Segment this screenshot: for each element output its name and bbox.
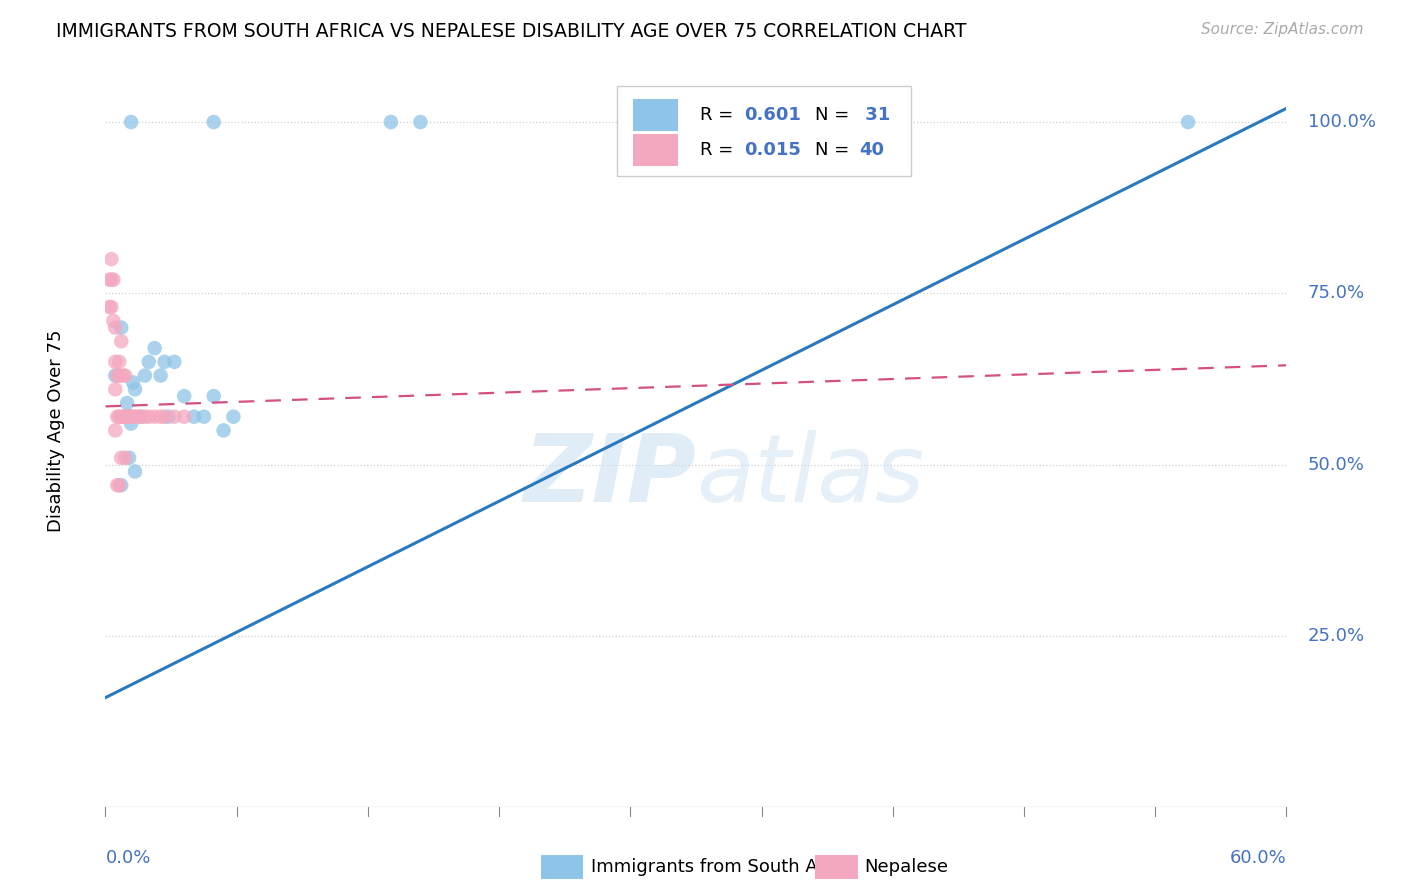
Point <box>105 409 128 424</box>
Point <box>138 355 160 369</box>
Text: 0.601: 0.601 <box>744 106 801 124</box>
Point <box>103 273 125 287</box>
Text: atlas: atlas <box>696 430 924 521</box>
Point <box>173 409 195 424</box>
Point <box>105 368 128 383</box>
FancyBboxPatch shape <box>617 86 911 176</box>
Text: 60.0%: 60.0% <box>1230 848 1286 867</box>
Point <box>149 409 172 424</box>
Point <box>183 409 205 424</box>
Point <box>143 409 166 424</box>
Point <box>124 465 146 479</box>
Point <box>104 320 127 334</box>
Text: R =: R = <box>700 141 738 159</box>
Point <box>129 409 152 424</box>
Point <box>108 478 131 492</box>
Point <box>110 320 132 334</box>
Point <box>100 252 122 266</box>
Point <box>114 409 136 424</box>
Point <box>149 368 172 383</box>
Point <box>122 409 145 424</box>
Point <box>114 450 136 465</box>
Point <box>153 355 176 369</box>
Text: 75.0%: 75.0% <box>1308 285 1365 302</box>
Text: R =: R = <box>700 106 738 124</box>
Point <box>104 368 127 383</box>
Point <box>134 368 156 383</box>
Point <box>104 355 127 369</box>
Point <box>105 478 128 492</box>
Point <box>124 382 146 396</box>
Point <box>114 409 136 424</box>
Text: 25.0%: 25.0% <box>1308 627 1365 645</box>
Text: Source: ZipAtlas.com: Source: ZipAtlas.com <box>1201 22 1364 37</box>
Point <box>143 341 166 355</box>
Point <box>222 409 245 424</box>
Text: 100.0%: 100.0% <box>1308 113 1375 131</box>
Text: 31: 31 <box>859 106 890 124</box>
Text: 40: 40 <box>859 141 884 159</box>
Point <box>118 409 141 424</box>
Point <box>202 115 225 129</box>
Point <box>212 424 235 438</box>
Point <box>138 409 160 424</box>
Text: Disability Age Over 75: Disability Age Over 75 <box>46 329 65 532</box>
Point <box>110 478 132 492</box>
Point <box>163 409 186 424</box>
Text: 50.0%: 50.0% <box>1308 456 1365 474</box>
Point <box>120 417 142 431</box>
Point <box>112 368 135 383</box>
Point <box>1177 115 1199 129</box>
Bar <box>633 99 678 131</box>
Point <box>115 396 138 410</box>
Text: 0.015: 0.015 <box>744 141 801 159</box>
Point <box>120 115 142 129</box>
Point <box>129 409 152 424</box>
Point <box>110 334 132 349</box>
Point <box>110 450 132 465</box>
Point <box>108 355 131 369</box>
Point <box>108 409 131 424</box>
Point <box>704 115 727 129</box>
Point <box>125 409 148 424</box>
Point <box>173 389 195 403</box>
Text: IMMIGRANTS FROM SOUTH AFRICA VS NEPALESE DISABILITY AGE OVER 75 CORRELATION CHAR: IMMIGRANTS FROM SOUTH AFRICA VS NEPALESE… <box>56 22 967 41</box>
Point <box>409 115 432 129</box>
Text: N =: N = <box>815 141 855 159</box>
Point <box>103 314 125 328</box>
Point <box>112 409 135 424</box>
Point <box>193 409 215 424</box>
Point <box>380 115 402 129</box>
Point <box>110 409 132 424</box>
Point <box>153 409 176 424</box>
Text: Immigrants from South Africa: Immigrants from South Africa <box>591 858 856 876</box>
Point <box>118 409 141 424</box>
Bar <box>633 134 678 166</box>
Point <box>122 376 145 390</box>
Point <box>108 368 131 383</box>
Point <box>134 409 156 424</box>
Point <box>157 409 180 424</box>
Point <box>104 424 127 438</box>
Point <box>98 300 121 314</box>
Point <box>100 273 122 287</box>
Point <box>120 409 142 424</box>
Point <box>100 300 122 314</box>
Text: ZIP: ZIP <box>523 430 696 522</box>
Point <box>104 382 127 396</box>
Point <box>115 409 138 424</box>
Text: 0.0%: 0.0% <box>105 848 150 867</box>
Point <box>118 450 141 465</box>
Point <box>163 355 186 369</box>
Point <box>98 273 121 287</box>
Text: N =: N = <box>815 106 855 124</box>
Point <box>202 389 225 403</box>
Text: Nepalese: Nepalese <box>865 858 949 876</box>
Point <box>124 409 146 424</box>
Point <box>114 368 136 383</box>
